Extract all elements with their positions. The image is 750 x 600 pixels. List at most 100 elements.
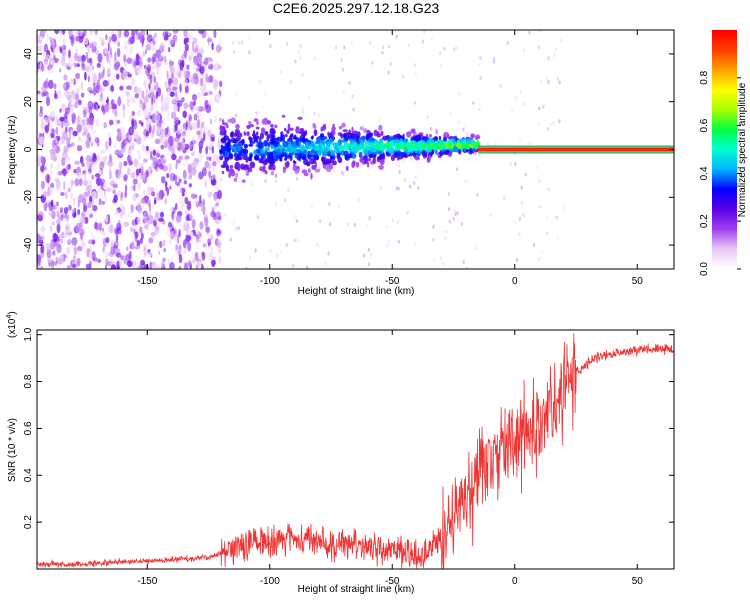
noise-blob (537, 257, 541, 261)
noise-blob (209, 118, 213, 125)
noise-blob (316, 243, 319, 247)
band-blob (378, 154, 383, 160)
band-blob (287, 123, 291, 131)
noise-blob (151, 162, 156, 169)
noise-blob (89, 252, 93, 262)
band-blob (331, 126, 336, 132)
noise-blob (128, 126, 135, 136)
noise-blob (538, 179, 541, 184)
noise-blob (509, 162, 512, 167)
noise-blob (117, 131, 122, 137)
noise-blob (395, 34, 398, 39)
noise-blob (108, 102, 113, 110)
noise-blob (126, 93, 129, 102)
band-blob (261, 161, 267, 165)
noise-blob (215, 61, 218, 70)
noise-blob (137, 182, 141, 190)
noise-blob (110, 84, 115, 93)
noise-blob (52, 147, 58, 155)
noise-blob (162, 137, 167, 143)
noise-blob (123, 173, 129, 180)
noise-blob (135, 53, 140, 62)
noise-blob (402, 160, 405, 165)
band-blob (248, 136, 252, 141)
noise-blob (127, 167, 131, 176)
noise-blob (47, 64, 53, 70)
noise-blob (114, 141, 117, 149)
noise-blob (167, 257, 170, 265)
noise-blob (123, 221, 129, 227)
noise-blob (116, 128, 121, 133)
noise-blob (208, 90, 213, 96)
band-blob (303, 149, 307, 153)
noise-blob (217, 139, 222, 150)
band-blob (443, 131, 449, 139)
noise-blob (89, 30, 94, 35)
noise-blob (111, 104, 115, 110)
noise-blob (61, 157, 66, 167)
noise-blob (341, 67, 345, 72)
noise-blob (183, 69, 188, 79)
noise-blob (60, 192, 65, 196)
noise-blob (104, 48, 109, 55)
band-blob (351, 126, 354, 133)
noise-blob (200, 123, 203, 128)
noise-blob (99, 169, 102, 176)
noise-blob (378, 118, 381, 123)
noise-blob (162, 31, 168, 38)
noise-blob (215, 180, 221, 190)
noise-blob (112, 198, 117, 204)
noise-blob (195, 201, 200, 208)
y-tick-label: -20 (23, 190, 34, 205)
band-blob (369, 141, 374, 147)
noise-blob (76, 172, 83, 179)
noise-blob (387, 70, 390, 75)
noise-blob (123, 160, 128, 167)
noise-blob (127, 260, 133, 268)
noise-blob (224, 213, 227, 217)
noise-blob (44, 54, 51, 61)
noise-blob (59, 254, 65, 263)
noise-blob (63, 180, 66, 191)
band-blob (345, 165, 349, 171)
noise-blob (92, 74, 98, 83)
noise-blob (71, 89, 74, 95)
band-blob (243, 131, 247, 136)
band-blob (237, 146, 242, 151)
noise-blob (154, 112, 161, 123)
band-blob (330, 149, 335, 157)
band-blob (294, 152, 299, 159)
band-blob (338, 126, 343, 130)
band-blob (269, 163, 274, 167)
band-blob (377, 150, 383, 155)
noise-blob (366, 224, 369, 229)
band-blob (435, 148, 438, 155)
noise-blob (87, 209, 93, 219)
noise-blob (169, 38, 174, 46)
noise-blob (151, 96, 154, 106)
band-blob (239, 163, 245, 170)
noise-blob (219, 80, 223, 88)
noise-blob (193, 71, 199, 78)
noise-blob (148, 165, 153, 175)
noise-blob (137, 204, 143, 214)
colorbar-tick-label: 0.0 (699, 262, 710, 276)
band-blob (275, 150, 278, 154)
noise-blob (547, 187, 550, 192)
noise-blob (59, 30, 63, 34)
noise-blob (84, 216, 89, 225)
noise-blob (60, 214, 64, 221)
band-blob (357, 145, 364, 150)
noise-blob (207, 36, 210, 46)
band-blob (219, 155, 224, 161)
noise-blob (371, 60, 374, 65)
noise-blob (161, 219, 166, 225)
noise-blob (196, 58, 203, 68)
noise-blob (75, 93, 80, 103)
noise-blob (72, 212, 77, 219)
noise-blob (129, 45, 133, 56)
band-blob (266, 120, 271, 125)
bottom-x-axis-label: Height of straight line (km) (298, 584, 415, 595)
noise-blob (172, 174, 177, 183)
noise-blob (145, 207, 148, 214)
